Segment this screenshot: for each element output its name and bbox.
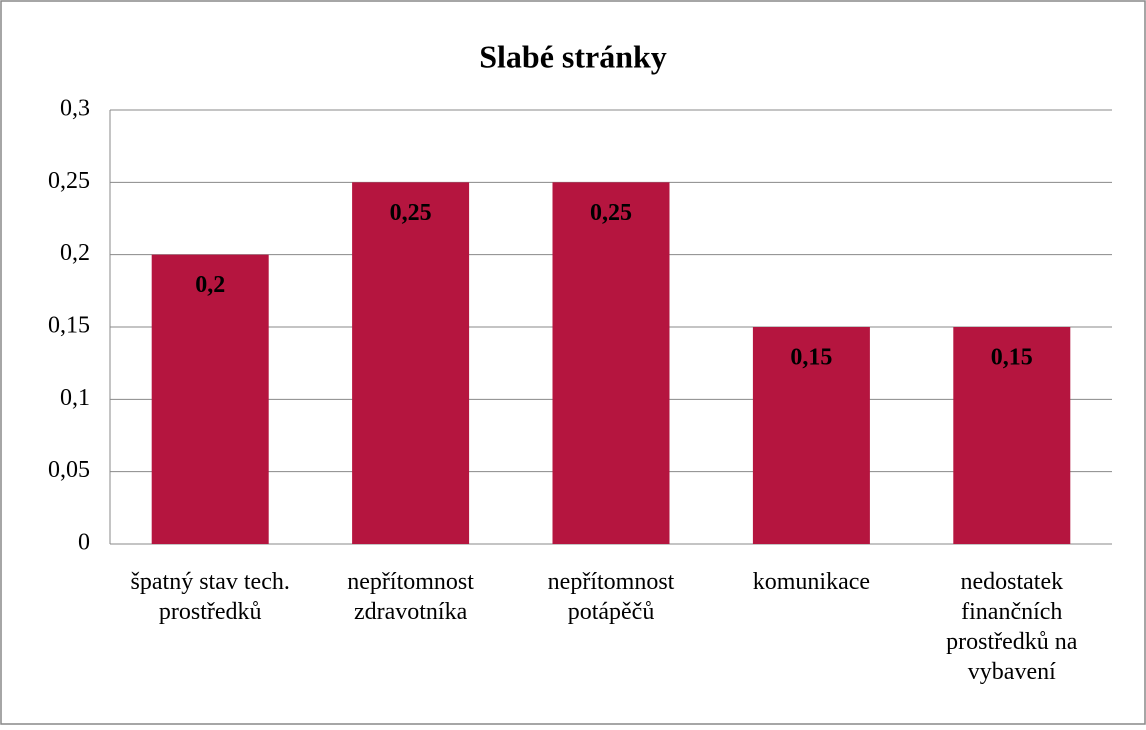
y-tick-label: 0,3 (60, 96, 90, 122)
data-label: 0,15 (790, 345, 832, 371)
bar (752, 327, 870, 544)
x-tick-label: komunikace (753, 569, 870, 595)
y-tick-label: 0,25 (48, 168, 90, 194)
data-label: 0,2 (195, 272, 225, 298)
bar (352, 182, 470, 545)
y-tick-label: 0 (78, 530, 90, 556)
data-label: 0,15 (991, 345, 1033, 371)
y-tick-label: 0,05 (48, 457, 90, 483)
y-tick-label: 0,1 (60, 385, 90, 411)
x-tick-label: nepřítomnost zdravotníka (347, 569, 474, 625)
bar (151, 254, 269, 544)
bar (953, 327, 1071, 544)
x-tick-label: nepřítomnost potápěčů (548, 569, 675, 625)
data-label: 0,25 (390, 200, 432, 226)
data-label: 0,25 (590, 200, 632, 226)
x-tick-label: špatný stav tech. prostředků (131, 569, 290, 625)
chart-title: Slabé stránky (479, 38, 667, 74)
bar (552, 182, 670, 545)
y-tick-label: 0,15 (48, 313, 90, 339)
x-tick-label: nedostatek finančních prostředků na vybaven… (946, 569, 1078, 685)
y-tick-label: 0,2 (60, 240, 90, 266)
